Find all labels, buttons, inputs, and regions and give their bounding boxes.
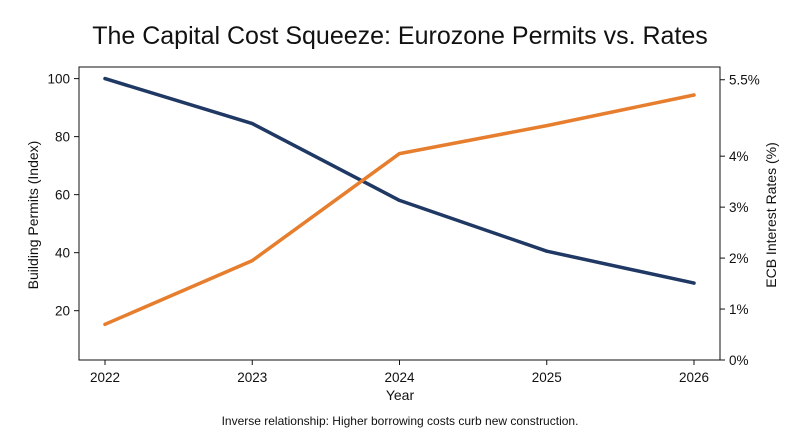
permits-point <box>103 77 107 81</box>
y-axis-right: 0% 1% 2% 3% 4% 5.5% <box>720 73 760 368</box>
chart-title: The Capital Cost Squeeze: Eurozone Permi… <box>92 22 708 50</box>
y-left-tick-label: 100 <box>47 72 70 87</box>
series-layer <box>103 76 696 327</box>
permits-series-line <box>103 76 696 285</box>
rate-point <box>545 124 549 128</box>
y-right-tick-label: 0% <box>729 353 749 368</box>
rate-series-line <box>103 93 696 327</box>
y-right-tick-label: 3% <box>729 200 749 215</box>
rate-point <box>103 322 107 326</box>
y-left-tick-label: 40 <box>55 246 70 261</box>
y-axis-right-label: ECB Interest Rates (%) <box>763 142 779 288</box>
x-tick-label: 2025 <box>532 370 562 385</box>
rate-point <box>250 259 254 263</box>
x-tick-label: 2024 <box>384 370 415 385</box>
x-tick-label: 2026 <box>679 370 709 385</box>
permits-point <box>250 121 254 126</box>
permits-point <box>692 281 696 285</box>
y-axis-left: 20 40 60 80 100 <box>47 72 79 319</box>
y-right-tick-label: 2% <box>729 251 749 266</box>
x-axis-label: Year <box>386 387 415 403</box>
y-right-tick-label: 4% <box>729 149 749 164</box>
x-tick-label: 2022 <box>90 370 120 385</box>
y-left-tick-label: 80 <box>55 130 70 145</box>
y-left-tick-label: 60 <box>55 188 70 203</box>
y-left-tick-label: 20 <box>55 304 70 319</box>
rate-point <box>397 152 402 156</box>
y-axis-left-label: Building Permits (Index) <box>25 141 41 290</box>
y-right-tick-label: 5.5% <box>729 73 760 88</box>
permits-point <box>545 249 549 253</box>
permits-point <box>397 198 402 203</box>
chart-caption: Inverse relationship: Higher borrowing c… <box>222 414 579 428</box>
y-right-tick-label: 1% <box>729 302 749 317</box>
rate-point <box>692 93 696 97</box>
x-tick-label: 2023 <box>237 370 267 385</box>
x-axis: 2022 2023 2024 2025 2026 <box>90 360 709 385</box>
